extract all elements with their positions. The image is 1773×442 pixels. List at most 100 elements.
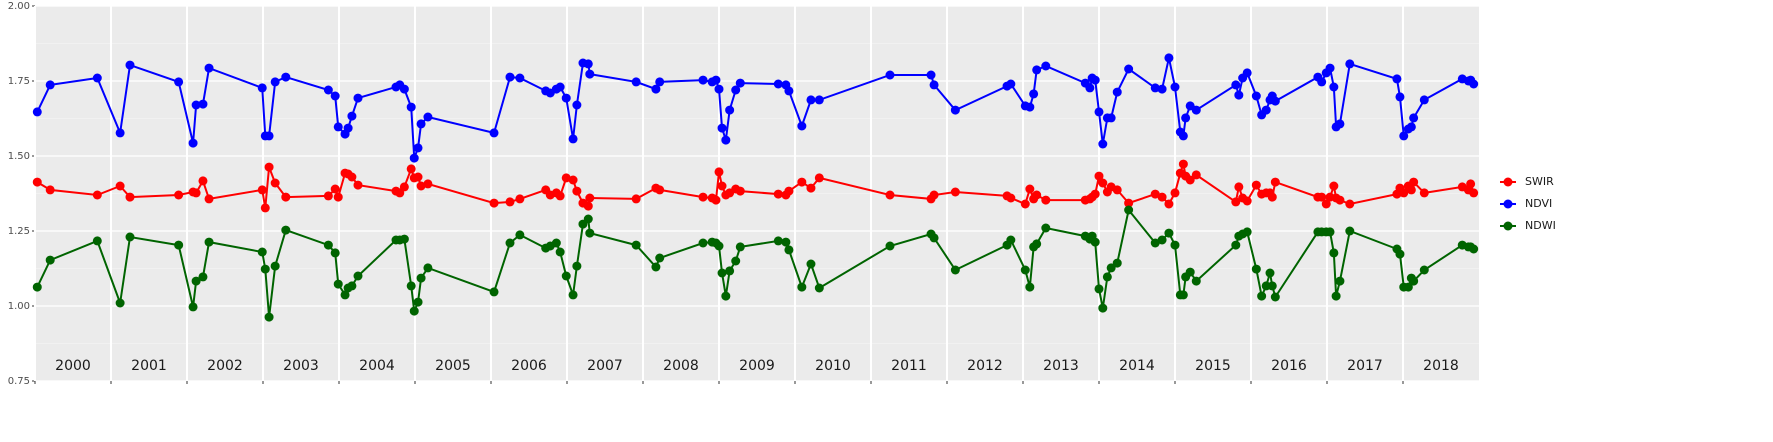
data-point [1106, 113, 1116, 123]
data-point [655, 253, 665, 263]
data-point [330, 91, 340, 101]
year-label: 2005 [435, 358, 471, 374]
data-point [1329, 181, 1339, 191]
data-point [806, 95, 816, 105]
data-point [1270, 292, 1280, 302]
data-point [583, 201, 593, 211]
data-point [1409, 177, 1419, 187]
data-point [1085, 83, 1095, 93]
data-point [515, 73, 525, 83]
data-point [717, 181, 727, 191]
y-tick-label: 2.00 [8, 1, 30, 12]
data-point [399, 182, 409, 192]
data-point [264, 162, 274, 172]
data-point [1032, 65, 1042, 75]
data-point [585, 193, 595, 203]
data-point [323, 85, 333, 95]
year-label: 2013 [1043, 358, 1079, 374]
data-point [1150, 238, 1160, 248]
data-point [1469, 79, 1479, 89]
data-point [555, 247, 565, 257]
legend-swatch [1503, 199, 1513, 209]
data-point [257, 83, 267, 93]
data-point [115, 181, 125, 191]
y-tick-label: 1.25 [8, 226, 30, 237]
data-point [1178, 131, 1188, 141]
data-point [714, 167, 724, 177]
data-point [1150, 189, 1160, 199]
data-point [1265, 268, 1275, 278]
data-point [1094, 284, 1104, 294]
legend-label: NDVI [1525, 197, 1552, 210]
data-point [1395, 92, 1405, 102]
data-point [1025, 184, 1035, 194]
data-point [1094, 171, 1104, 181]
data-point [1098, 303, 1108, 313]
data-point [32, 107, 42, 117]
data-point [333, 122, 343, 132]
data-point [125, 192, 135, 202]
data-point [585, 228, 595, 238]
data-point [1242, 196, 1252, 206]
data-point [1191, 105, 1201, 115]
data-point [721, 135, 731, 145]
data-point [1106, 263, 1116, 273]
data-point [735, 186, 745, 196]
y-tick-label: 0.75 [8, 376, 30, 387]
data-point [711, 75, 721, 85]
data-point [92, 73, 102, 83]
data-point [714, 241, 724, 251]
data-point [416, 273, 426, 283]
data-point [1164, 53, 1174, 63]
data-point [1112, 87, 1122, 97]
data-point [1406, 122, 1416, 132]
year-label: 2001 [131, 358, 167, 374]
legend-swatch [1503, 177, 1513, 187]
year-label: 2016 [1271, 358, 1307, 374]
data-point [264, 131, 274, 141]
data-point [399, 234, 409, 244]
data-point [885, 70, 895, 80]
data-point [926, 70, 936, 80]
data-point [1251, 91, 1261, 101]
data-point [885, 190, 895, 200]
data-point [416, 181, 426, 191]
data-point [773, 236, 783, 246]
data-point [174, 190, 184, 200]
data-point [1231, 197, 1241, 207]
data-point [1191, 170, 1201, 180]
data-point [631, 240, 641, 250]
data-point [188, 302, 198, 312]
data-point [191, 100, 201, 110]
data-point [413, 143, 423, 153]
data-point [257, 185, 267, 195]
y-tick-label: 1.50 [8, 151, 30, 162]
data-point [1321, 199, 1331, 209]
data-point [264, 312, 274, 322]
data-point [561, 93, 571, 103]
data-point [1124, 64, 1134, 74]
year-label: 2008 [663, 358, 699, 374]
data-point [1392, 74, 1402, 84]
data-point [1025, 282, 1035, 292]
data-point [1178, 290, 1188, 300]
data-point [1185, 267, 1195, 277]
data-point [1329, 248, 1339, 258]
year-label: 2011 [891, 358, 927, 374]
data-point [260, 264, 270, 274]
data-point [631, 194, 641, 204]
legend-swatch [1503, 221, 1513, 231]
data-point [174, 77, 184, 87]
data-point [1466, 179, 1476, 189]
data-point [1170, 82, 1180, 92]
year-label: 2002 [207, 358, 243, 374]
data-point [198, 176, 208, 186]
data-point [1098, 139, 1108, 149]
data-point [551, 238, 561, 248]
data-point [568, 290, 578, 300]
data-point [270, 77, 280, 87]
data-point [270, 178, 280, 188]
data-point [1164, 228, 1174, 238]
year-label: 2012 [967, 358, 1003, 374]
data-point [198, 99, 208, 109]
